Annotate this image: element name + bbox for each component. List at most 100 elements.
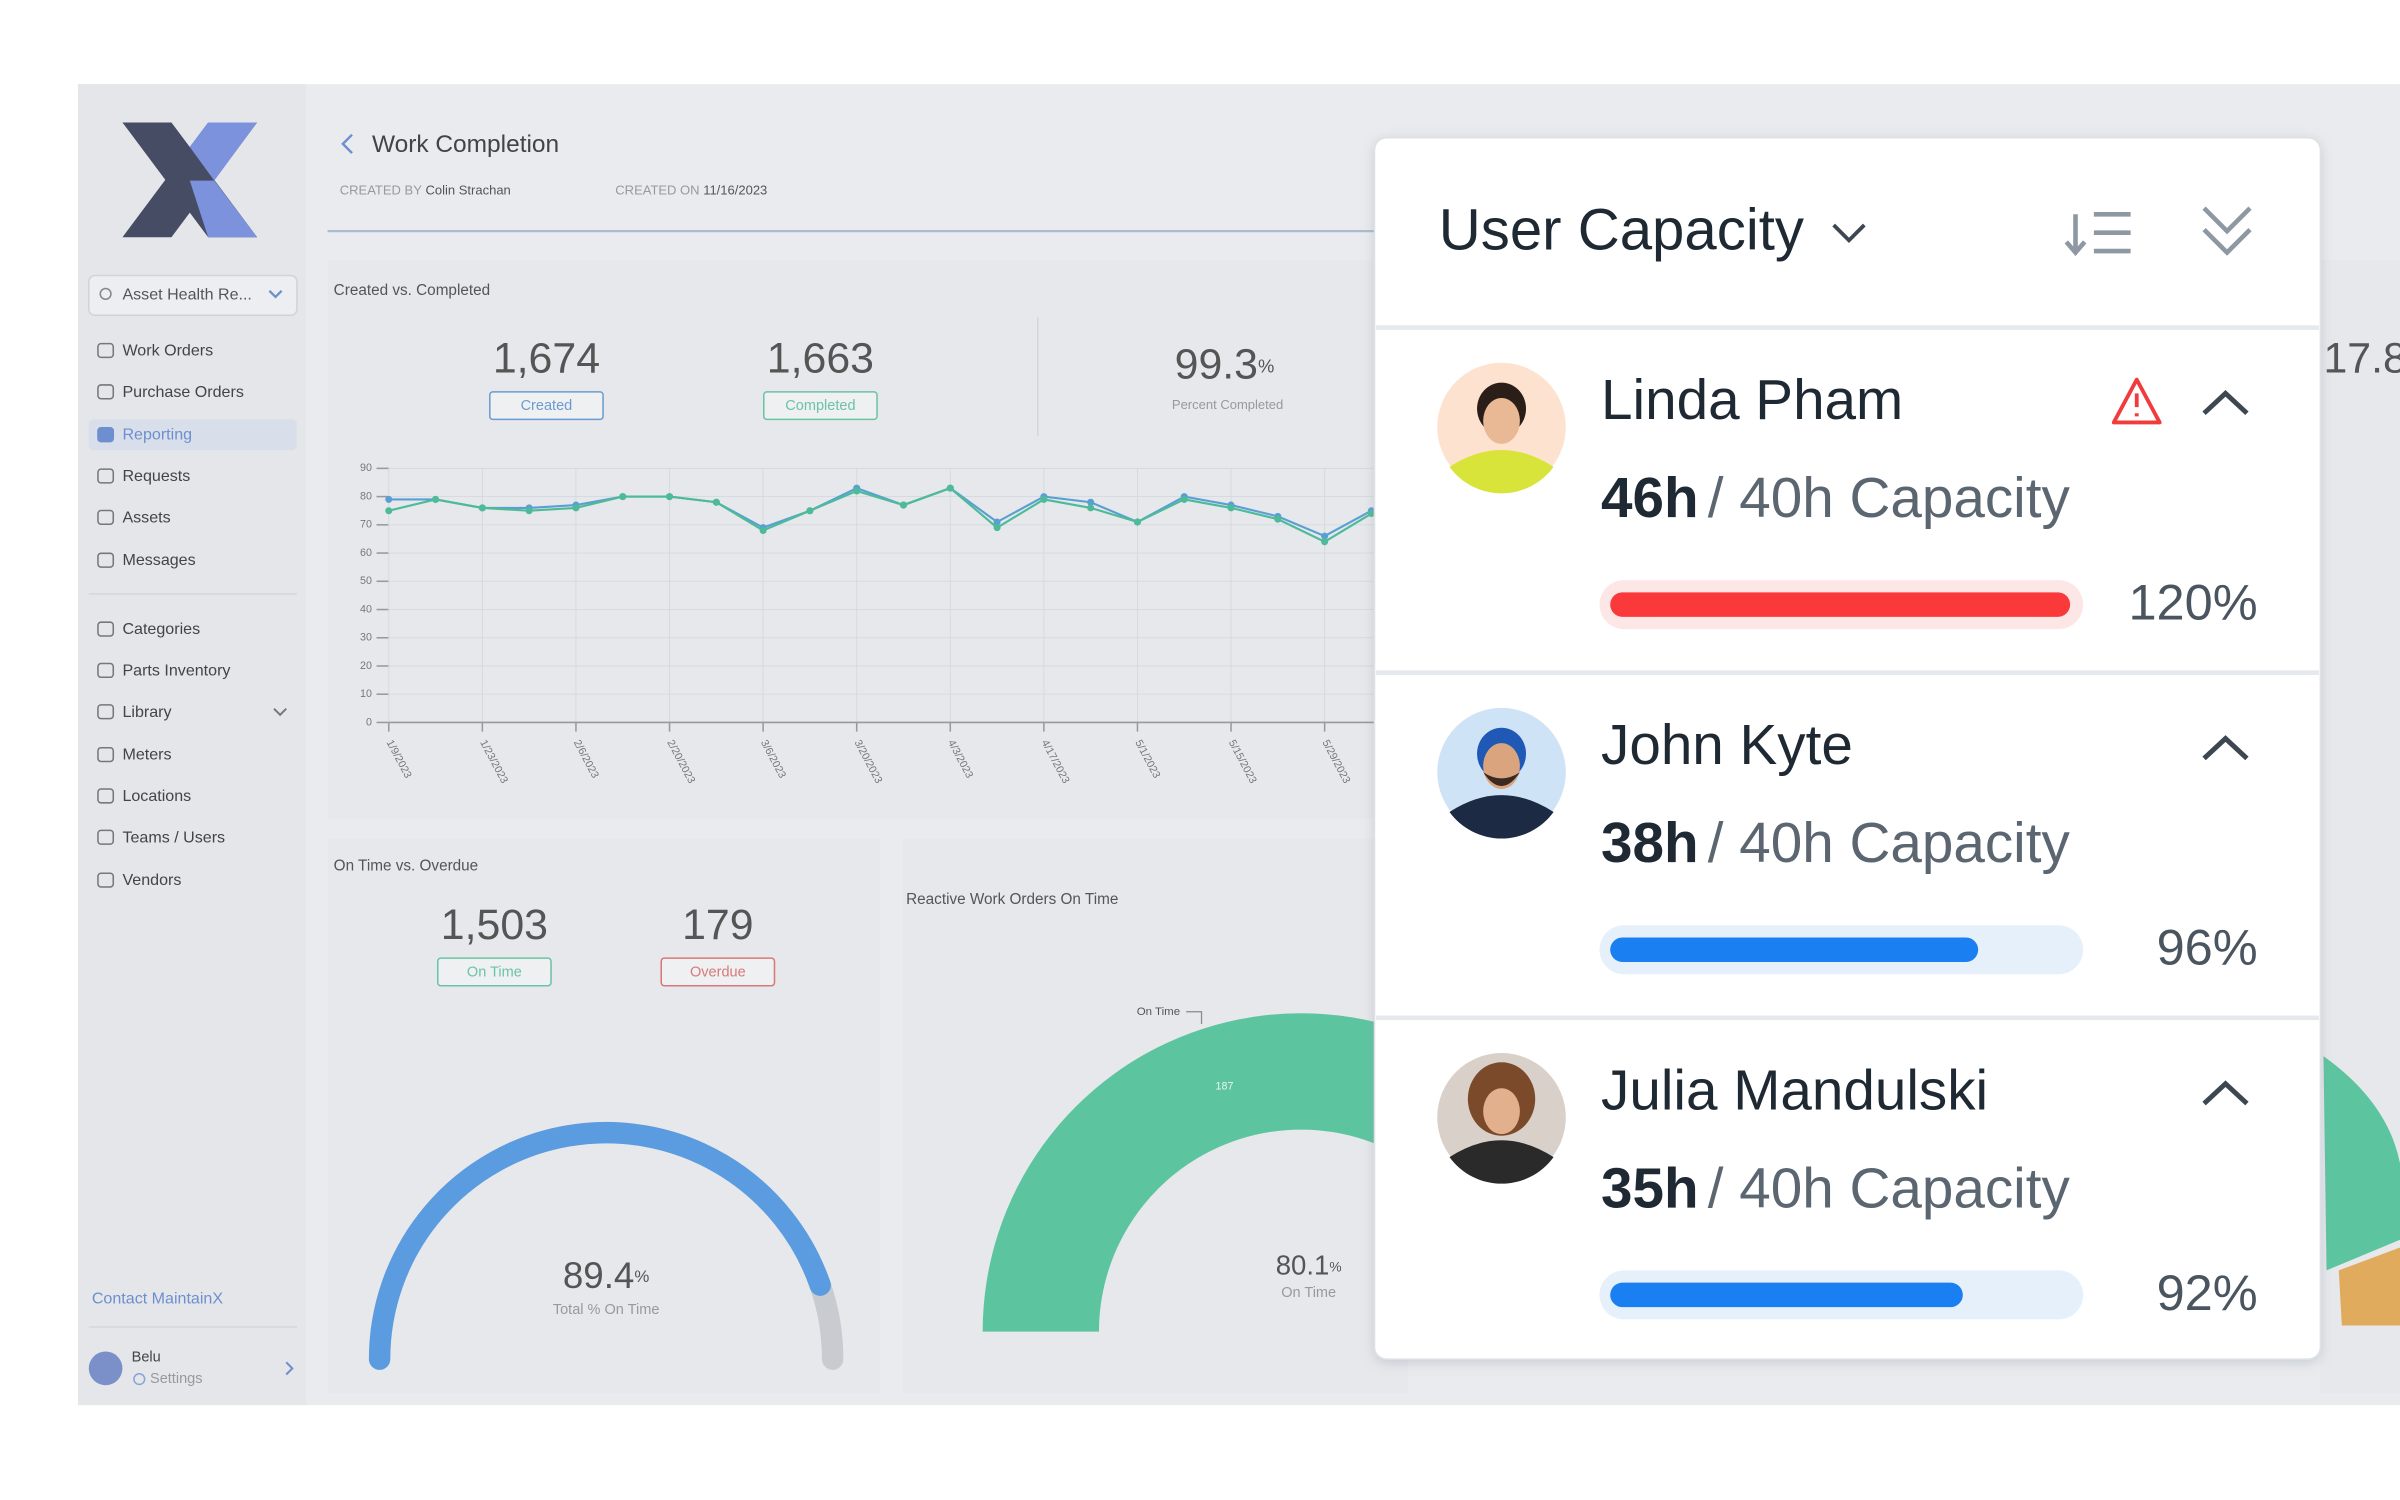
stat-value: 1,663	[767, 335, 874, 383]
search-icon	[99, 287, 112, 300]
segment-label: 187	[1216, 1081, 1234, 1093]
side-value: 17.8	[2323, 335, 2400, 383]
avatar	[1437, 362, 1566, 494]
hours: 35h/ 40h Capacity	[1601, 1157, 2070, 1220]
nav-icon	[97, 829, 115, 845]
nav-item[interactable]: Purchase Orders	[122, 383, 243, 401]
data-point	[385, 495, 393, 503]
nav-item[interactable]: Meters	[122, 746, 171, 764]
nav-icon	[97, 342, 115, 359]
nav-item[interactable]: Requests	[122, 467, 190, 485]
nav-item[interactable]: Reporting	[122, 426, 192, 444]
stat-value: 1,674	[493, 335, 600, 383]
card	[327, 838, 881, 1393]
settings-icon	[133, 1372, 146, 1386]
gauge-value: 89.4%	[563, 1255, 649, 1296]
nav-icon	[97, 427, 115, 443]
stat-label: On Time	[467, 965, 522, 981]
data-point	[1133, 518, 1141, 526]
search-box[interactable]	[88, 274, 298, 317]
nav-icon	[97, 384, 115, 400]
nav-item[interactable]: Assets	[122, 508, 170, 526]
nav-item[interactable]: Categories	[122, 620, 200, 638]
avatar	[1437, 707, 1566, 839]
nav-icon	[97, 621, 115, 637]
logo	[122, 122, 258, 238]
stat-badge	[489, 391, 604, 421]
capacity-bar	[1610, 937, 1979, 962]
settings-link[interactable]: Settings	[150, 1371, 203, 1387]
data-point	[806, 507, 814, 515]
stat-badge	[436, 957, 552, 987]
card-title: Reactive Work Orders On Time	[906, 891, 1118, 908]
stat-value: 179	[682, 901, 753, 949]
avatar-body	[1449, 795, 1554, 839]
value: 80.1	[1276, 1250, 1330, 1281]
search-text: Asset Health Re...	[122, 286, 251, 304]
contact-link[interactable]: Contact MaintainX	[92, 1290, 224, 1308]
data-point	[1040, 495, 1048, 503]
collapse-button[interactable]	[2202, 1080, 2249, 1106]
collapse-all-button[interactable]	[2202, 206, 2252, 256]
gauge-value: 80.1%	[1276, 1250, 1342, 1281]
y-tick-label: 10	[360, 688, 372, 700]
user-name: John Kyte	[1601, 714, 1853, 777]
avatar-face	[1483, 1088, 1520, 1135]
capacity-percent: 96%	[2157, 919, 2258, 976]
gauge-label: On Time	[1281, 1285, 1336, 1301]
nav-item[interactable]: Locations	[122, 787, 191, 805]
collapse-button[interactable]	[2202, 735, 2249, 761]
panel-title: User Capacity	[1439, 198, 1804, 263]
card	[327, 260, 1399, 819]
back-button[interactable]	[341, 133, 353, 154]
capacity: / 40h Capacity	[1708, 812, 2071, 875]
capacity-panel	[1373, 136, 2322, 1360]
nav-item[interactable]: Teams / Users	[122, 828, 225, 846]
capacity: / 40h Capacity	[1708, 1157, 2071, 1220]
card-title: On Time vs. Overdue	[334, 857, 479, 874]
stat-label: Completed	[785, 398, 855, 414]
user-name: Linda Pham	[1601, 369, 1903, 432]
user-name: Belu	[132, 1349, 161, 1365]
data-point	[899, 501, 908, 509]
percent-label: Percent Completed	[1172, 397, 1283, 412]
data-point	[666, 493, 674, 501]
nav-item[interactable]: Parts Inventory	[122, 661, 230, 679]
callout-line	[1186, 1011, 1203, 1024]
data-point	[853, 487, 861, 495]
y-tick-label: 20	[360, 660, 372, 672]
series-line	[388, 486, 1372, 538]
gauge-label: Total % On Time	[553, 1302, 660, 1318]
y-tick-label: 40	[360, 603, 372, 615]
data-point	[1087, 498, 1095, 506]
data-point	[993, 524, 1001, 532]
nav-icon	[97, 552, 115, 568]
y-tick-label: 60	[360, 547, 372, 559]
nav-icon	[97, 746, 115, 763]
data-point	[1087, 504, 1095, 512]
avatar	[1437, 1053, 1566, 1184]
data-point	[1180, 495, 1188, 503]
nav-item[interactable]: Messages	[122, 551, 195, 569]
stat-badge	[660, 957, 776, 987]
data-point	[478, 504, 486, 512]
data-point	[1321, 532, 1329, 540]
sort-button[interactable]	[2064, 211, 2131, 257]
collapse-button[interactable]	[2202, 390, 2249, 416]
title-dropdown[interactable]	[1832, 223, 1866, 244]
meta: CREATED ON 11/16/2023	[615, 183, 767, 198]
callout-label: On Time	[1137, 1006, 1180, 1018]
nav-item[interactable]: Work Orders	[122, 342, 213, 360]
partial-donut	[2323, 1056, 2400, 1271]
user-name: Julia Mandulski	[1601, 1059, 1988, 1122]
capacity-percent: 92%	[2157, 1264, 2258, 1321]
data-point	[993, 518, 1001, 526]
y-tick-label: 30	[360, 632, 372, 644]
nav-item[interactable]: Library	[122, 703, 171, 721]
hours: 38h/ 40h Capacity	[1601, 812, 2070, 875]
hours-value: 46h	[1601, 467, 1699, 530]
nav-item[interactable]: Vendors	[122, 871, 181, 889]
stat-value: 1,503	[441, 901, 548, 949]
y-tick-label: 80	[360, 490, 372, 502]
